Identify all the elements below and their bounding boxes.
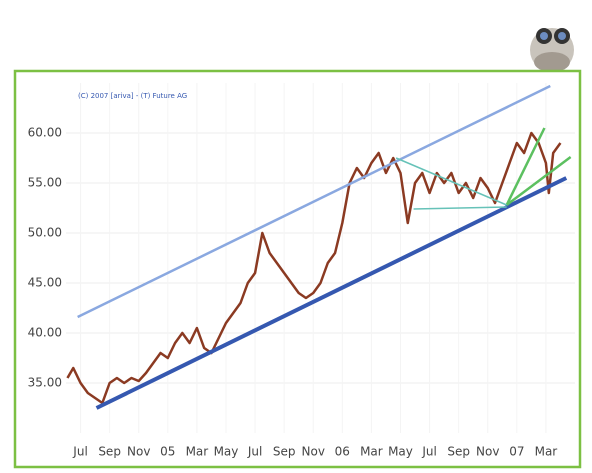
x-tick-label: Mar: [360, 445, 383, 459]
x-tick-label: Nov: [302, 445, 325, 459]
x-tick-label: Sep: [447, 445, 470, 459]
x-tick-label: 07: [509, 445, 524, 459]
x-tick-label: Nov: [127, 445, 150, 459]
y-tick-label: 40.00: [28, 326, 62, 340]
x-tick-label: Sep: [98, 445, 121, 459]
x-tick-label: 05: [160, 445, 175, 459]
y-tick-label: 45.00: [28, 276, 62, 290]
watermark: (C) 2007 [ariva] - (T) Future AG: [78, 92, 187, 100]
series-line: [95, 176, 568, 410]
x-tick-label: Jul: [72, 445, 87, 459]
x-tick-label: 06: [335, 445, 350, 459]
x-tick-label: Jul: [247, 445, 262, 459]
series-line: [505, 156, 572, 206]
series-line: [413, 206, 507, 210]
x-tick-label: Nov: [476, 445, 499, 459]
x-tick-label: May: [214, 445, 239, 459]
x-tick-label: Sep: [273, 445, 296, 459]
y-tick-label: 60.00: [28, 126, 62, 140]
x-tick-label: Mar: [535, 445, 558, 459]
y-tick-label: 35.00: [28, 376, 62, 390]
y-tick-label: 50.00: [28, 226, 62, 240]
series-line: [395, 157, 507, 206]
x-tick-label: May: [388, 445, 413, 459]
series-line: [66, 131, 562, 405]
series-line: [77, 84, 551, 319]
x-tick-label: Mar: [186, 445, 209, 459]
frame: [13, 69, 582, 469]
mascot: [530, 28, 574, 72]
y-tick-label: 55.00: [28, 176, 62, 190]
x-tick-label: Jul: [421, 445, 436, 459]
series-line: [505, 127, 546, 206]
